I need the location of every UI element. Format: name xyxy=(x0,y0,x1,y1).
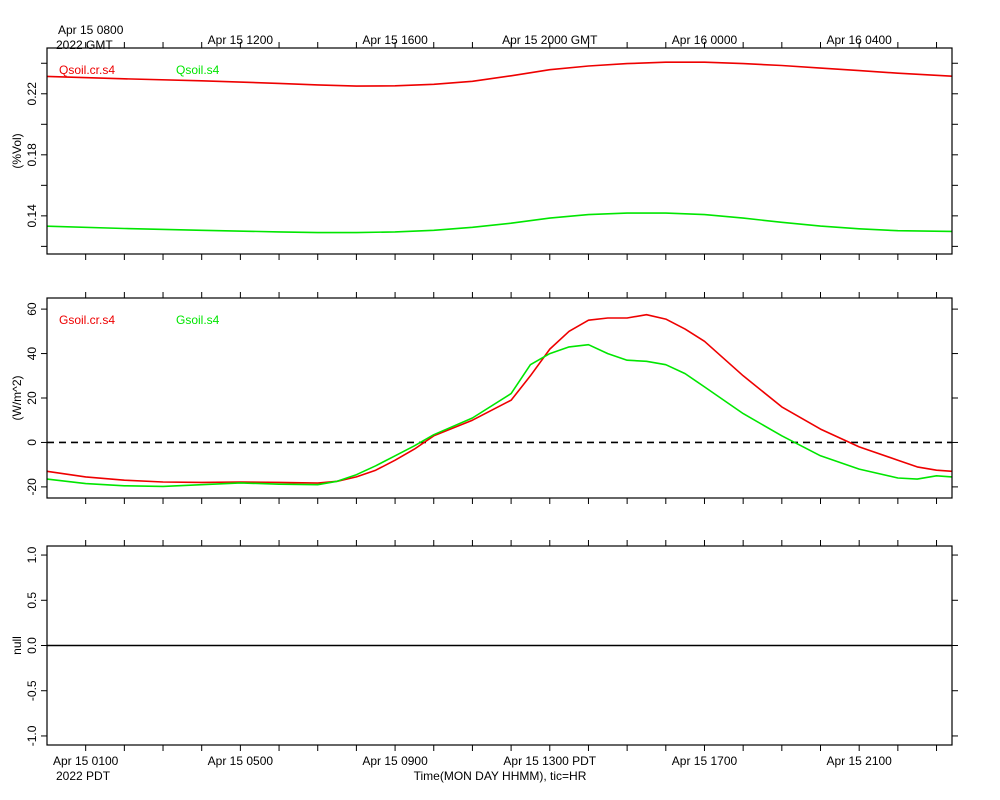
legend-label: Gsoil.cr.s4 xyxy=(59,313,115,327)
gmt-start-label: Apr 15 0800 xyxy=(58,23,124,37)
pdt-tick-label: Apr 15 0900 xyxy=(362,754,428,768)
gmt-year-label: 2022 GMT xyxy=(56,38,113,52)
panel-frame xyxy=(46,297,953,499)
gmt-tick-label: Apr 15 1200 xyxy=(208,33,274,47)
y-tick-label: 0.5 xyxy=(25,592,39,609)
series-line-Qsoil-s4 xyxy=(46,212,953,234)
y-tick-label: -1.0 xyxy=(25,725,39,746)
y-tick-label: 0.22 xyxy=(25,82,39,106)
y-tick-label: 0.18 xyxy=(25,143,39,167)
series-line-Gsoil-cr-s4 xyxy=(46,313,953,484)
y-tick-label: -0.5 xyxy=(25,680,39,701)
y-tick-label: 20 xyxy=(25,391,39,405)
legend-label: Qsoil.cr.s4 xyxy=(59,63,115,77)
pdt-tick-label: Apr 15 1700 xyxy=(672,754,738,768)
pdt-tick-label: Apr 15 0100 xyxy=(53,754,119,768)
x-axis-title: Time(MON DAY HHMM), tic=HR xyxy=(414,769,587,783)
gmt-tick-label: Apr 15 2000 GMT xyxy=(502,33,598,47)
legend-label: Qsoil.s4 xyxy=(176,63,220,77)
y-axis-label: null xyxy=(10,636,24,655)
gmt-tick-label: Apr 16 0400 xyxy=(826,33,892,47)
series-line-Qsoil-cr-s4 xyxy=(46,61,953,87)
y-tick-label: 1.0 xyxy=(25,546,39,563)
gmt-tick-label: Apr 16 0000 xyxy=(672,33,738,47)
panel-frame xyxy=(46,47,953,255)
pdt-tick-label: Apr 15 0500 xyxy=(208,754,274,768)
y-axis-label: (W/m^2) xyxy=(10,376,24,421)
y-tick-label: 60 xyxy=(25,302,39,316)
pdt-tick-label: Apr 15 1300 PDT xyxy=(503,754,596,768)
y-axis-label: (%Vol) xyxy=(10,133,24,168)
y-tick-label: -20 xyxy=(25,478,39,496)
y-tick-label: 0.0 xyxy=(25,637,39,654)
pdt-tick-label: Apr 15 2100 xyxy=(826,754,892,768)
y-tick-label: 40 xyxy=(25,347,39,361)
panel-frame xyxy=(46,545,953,746)
y-tick-label: 0 xyxy=(25,439,39,446)
gmt-tick-label: Apr 15 1600 xyxy=(362,33,428,47)
series-line-Gsoil-s4 xyxy=(46,343,953,488)
pdt-year-label: 2022 PDT xyxy=(56,769,111,783)
legend-label: Gsoil.s4 xyxy=(176,313,220,327)
y-tick-label: 0.14 xyxy=(25,204,39,228)
